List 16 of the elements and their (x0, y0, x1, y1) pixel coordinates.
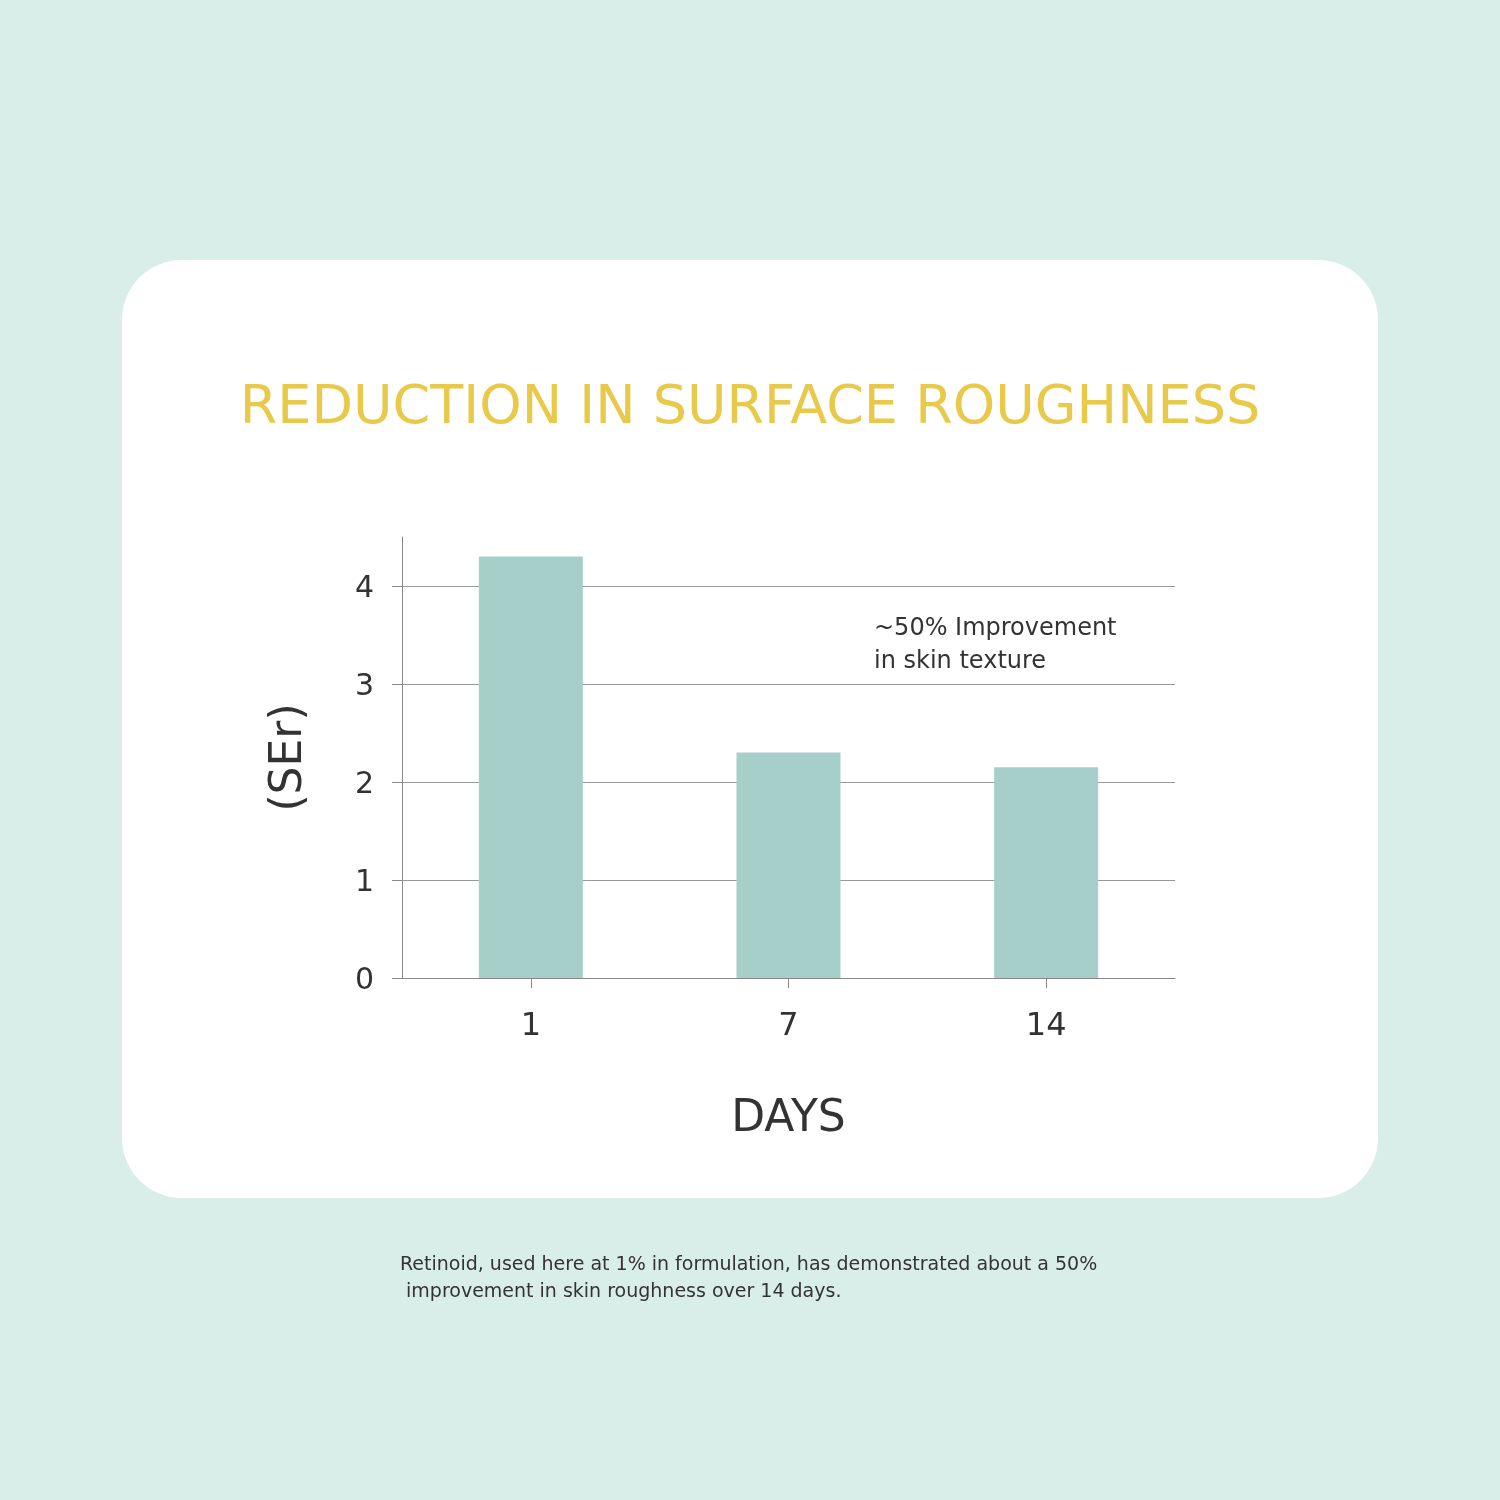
x-tick-label: 7 (778, 1005, 799, 1043)
y-tick-label: 4 (354, 568, 374, 604)
bar (736, 752, 841, 978)
text: Retinoid, used here at 1% in formulation, has demonstrated about a 50% improvement in skin roughness over 14 days. (400, 1252, 1098, 1301)
x-axis-title: DAYS (731, 1089, 846, 1141)
x-tick-label: 1 (520, 1005, 542, 1043)
y-tick-label: 2 (354, 764, 374, 800)
y-axis-title: (SEr) (259, 703, 311, 812)
y-tick-label: 0 (354, 960, 374, 996)
y-tick-label: 1 (354, 862, 374, 898)
y-tick-label: 3 (354, 666, 374, 702)
bar (478, 556, 583, 978)
chart-title: REDUCTION IN SURFACE ROUGHNESS (239, 372, 1261, 436)
annotation: ~50% Improvement in skin texture (874, 612, 1125, 675)
bar (994, 767, 1099, 978)
x-tick-label: 14 (1025, 1005, 1067, 1043)
